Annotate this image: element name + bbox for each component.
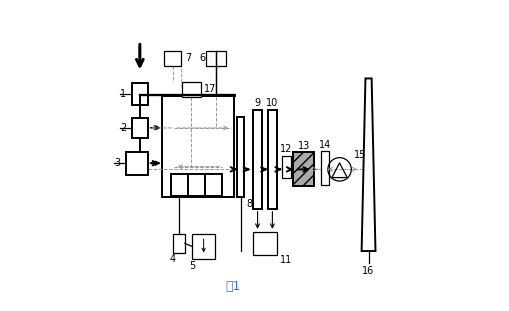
Text: 2: 2 (120, 123, 126, 133)
Text: 15: 15 (354, 150, 366, 160)
Bar (192, 234, 215, 259)
Text: 10: 10 (266, 98, 278, 109)
Bar (182, 82, 201, 97)
Bar (132, 83, 148, 104)
Bar (252, 232, 277, 255)
Bar (282, 156, 291, 178)
Text: 5: 5 (189, 261, 195, 271)
Text: 17: 17 (204, 84, 217, 94)
Text: 14: 14 (319, 140, 331, 150)
Text: 8: 8 (246, 199, 252, 209)
Text: 4: 4 (170, 254, 176, 264)
Polygon shape (361, 78, 376, 251)
Bar (162, 95, 235, 197)
Text: 16: 16 (362, 266, 375, 276)
Text: 13: 13 (298, 141, 310, 151)
Text: 12: 12 (280, 144, 293, 154)
Bar (126, 152, 148, 175)
Bar (164, 51, 181, 66)
Bar (253, 110, 262, 209)
Bar (268, 110, 277, 209)
Bar (207, 51, 225, 66)
Text: 图1: 图1 (225, 280, 241, 293)
Bar (293, 152, 314, 186)
Text: 1: 1 (120, 89, 126, 99)
Text: 3: 3 (114, 158, 120, 168)
Text: 9: 9 (254, 98, 261, 109)
Bar (321, 151, 329, 185)
Bar (132, 118, 148, 138)
Bar (237, 117, 244, 197)
Text: 11: 11 (280, 255, 293, 266)
Text: 6: 6 (199, 53, 205, 63)
Bar (173, 234, 185, 253)
Text: 7: 7 (185, 53, 191, 63)
